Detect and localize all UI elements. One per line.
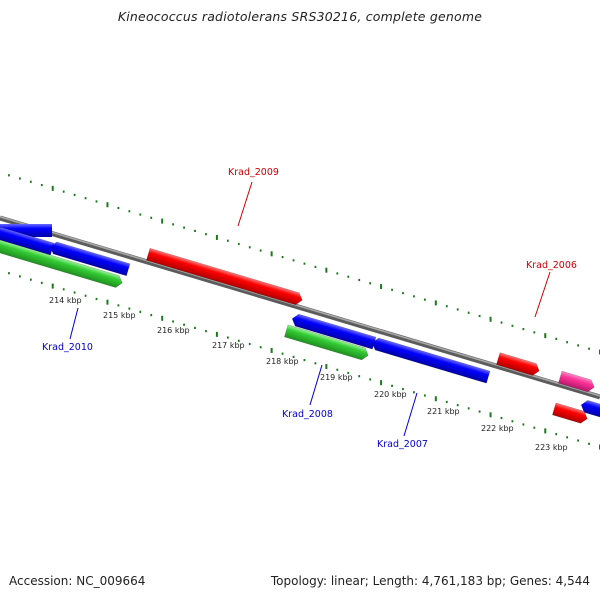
leader-krad-2010 — [69, 307, 79, 340]
gene-label-krad-2009: Krad_2009 — [228, 167, 279, 178]
gene-label-leaders — [69, 181, 551, 437]
leader-krad-2009 — [237, 181, 253, 227]
gene-other-green-left — [0, 238, 123, 288]
scale-label: 214 kbp — [49, 296, 82, 305]
gene-label-krad-2007: Krad_2007 — [377, 439, 428, 450]
scale-label: 220 kbp — [374, 390, 407, 399]
gene-krad-2008 — [291, 313, 377, 350]
scale-label: 216 kbp — [157, 326, 190, 335]
gene-forward-pink — [558, 370, 595, 393]
scale-label: 223 kbp — [535, 443, 568, 452]
scale-label: 217 kbp — [212, 341, 245, 350]
scale-label: 218 kbp — [266, 357, 299, 366]
scale-label: 215 kbp — [103, 311, 136, 320]
lower-scale-track — [8, 272, 600, 450]
gene-other-green-right — [284, 324, 369, 361]
gene-krad-2006 — [496, 352, 540, 376]
gene-krad-2007 — [371, 337, 491, 384]
leader-krad-2008 — [309, 364, 323, 406]
gene-feature-layer — [0, 226, 600, 424]
gene-krad-2010 — [49, 241, 131, 277]
leader-krad-2006 — [534, 271, 551, 318]
scale-label: 219 kbp — [320, 373, 353, 382]
map-title: Kineococcus radiotolerans SRS30216, comp… — [117, 9, 483, 24]
gene-krad-2009 — [146, 247, 303, 306]
scale-label: 222 kbp — [481, 424, 514, 433]
accession-text: Accession: NC_009664 — [9, 574, 146, 588]
genome-summary-text: Topology: linear; Length: 4,761,183 bp; … — [270, 574, 590, 588]
gene-reverse-blue-right — [580, 400, 600, 418]
leader-krad-2007 — [403, 392, 418, 437]
upper-scale-track — [8, 174, 600, 355]
gene-label-krad-2006: Krad_2006 — [526, 260, 577, 271]
gene-forward-red-lower — [552, 402, 588, 424]
gene-label-krad-2010: Krad_2010 — [42, 342, 93, 353]
genome-backbone — [0, 215, 600, 400]
gene-label-krad-2008: Krad_2008 — [282, 409, 333, 420]
scale-label: 221 kbp — [427, 407, 460, 416]
